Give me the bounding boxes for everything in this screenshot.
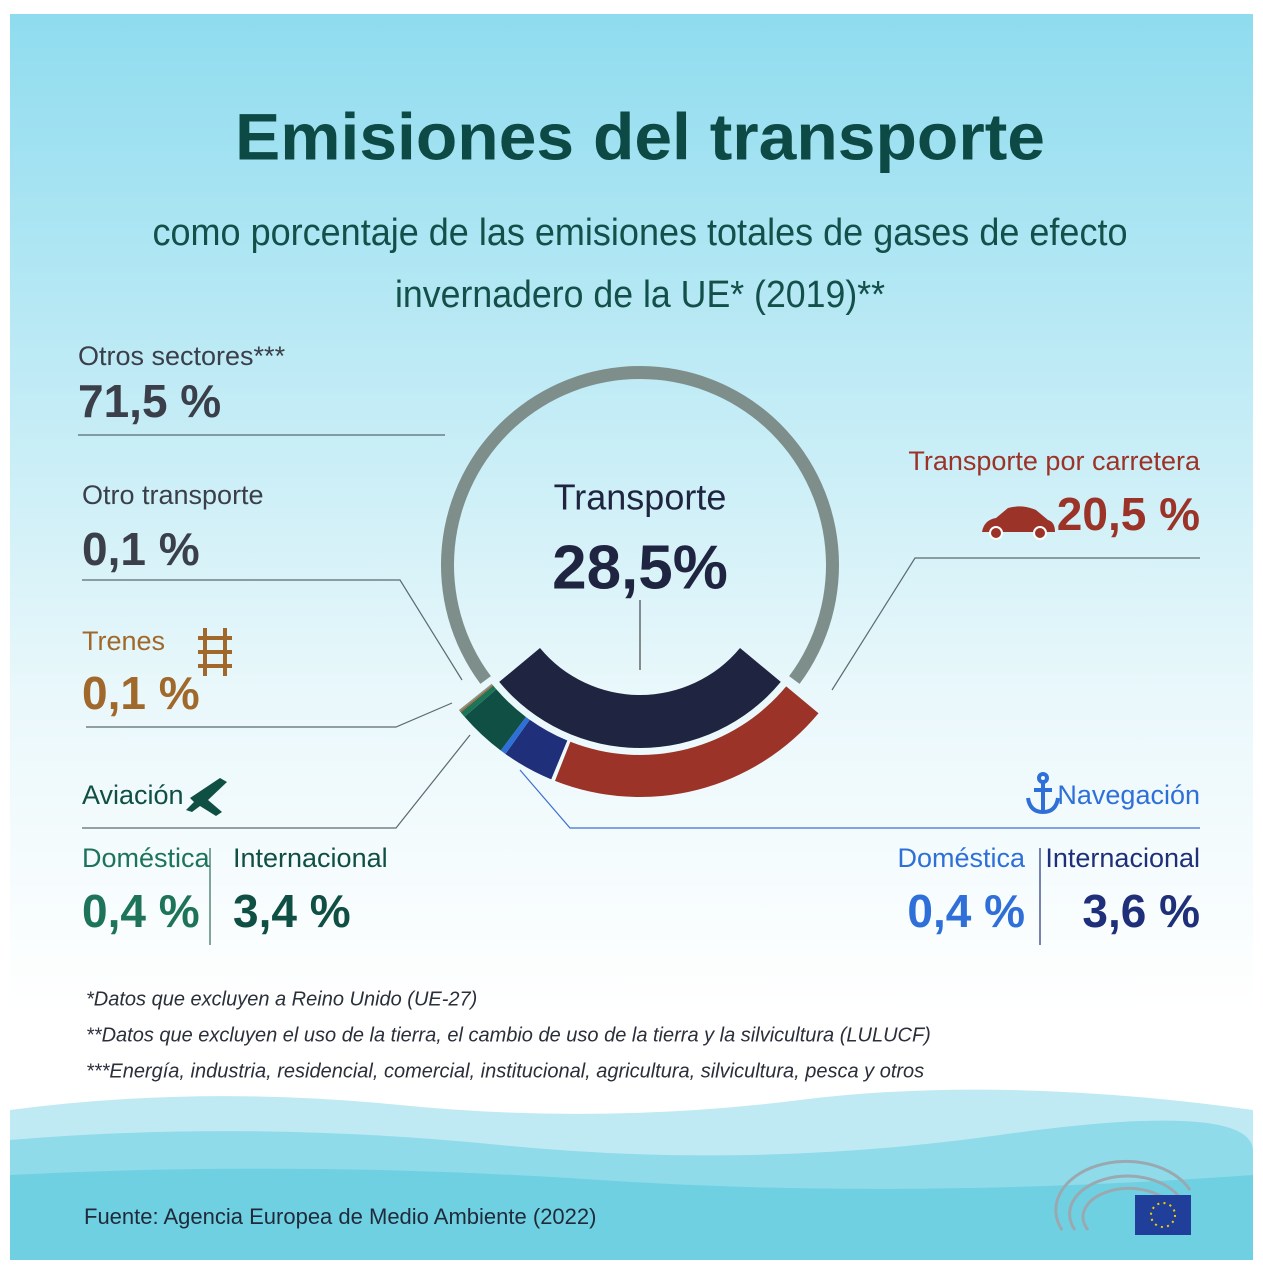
footnote: *Datos que excluyen a Reino Unido (UE-27… xyxy=(86,988,477,1010)
leader-line xyxy=(831,557,1200,691)
slice xyxy=(460,685,497,717)
slice-name: Otros sectores*** xyxy=(78,341,286,371)
leader-line xyxy=(86,702,453,728)
slice-value: 0,4 % xyxy=(82,885,200,937)
leader-line xyxy=(82,734,471,829)
slice xyxy=(505,719,568,780)
slice-value: 0,4 % xyxy=(907,885,1025,937)
slice xyxy=(458,683,493,712)
group-label: Aviación xyxy=(82,780,184,810)
total-arc xyxy=(499,648,781,749)
anchor-icon xyxy=(1026,772,1060,815)
slice xyxy=(464,689,526,751)
footnote: **Datos que excluyen el uso de la tierra… xyxy=(86,1024,931,1046)
car-icon xyxy=(982,506,1055,540)
slice xyxy=(459,684,494,713)
slice-name: Trenes xyxy=(82,626,165,656)
center-value: 28,5% xyxy=(552,533,728,602)
slice-name: Doméstica xyxy=(82,843,211,873)
slice-name: Internacional xyxy=(233,843,388,873)
slice-name: Otro transporte xyxy=(82,480,264,510)
wave xyxy=(10,1168,1253,1260)
slice-value: 0,1 % xyxy=(82,667,200,719)
leader-line xyxy=(82,579,463,681)
group-label: Navegación xyxy=(1057,780,1200,810)
slice-value: 71,5 % xyxy=(78,375,221,427)
slice-name: Doméstica xyxy=(897,843,1026,873)
title: Emisiones del transporte xyxy=(235,99,1045,173)
leader-line xyxy=(519,769,1200,829)
subtitle: como porcentaje de las emisiones totales… xyxy=(153,212,1128,254)
center-label: Transporte xyxy=(554,477,727,518)
plane-icon xyxy=(186,778,227,816)
train-icon xyxy=(198,628,232,676)
footnote: ***Energía, industria, residencial, come… xyxy=(86,1060,924,1082)
slice-name: Internacional xyxy=(1045,843,1200,873)
slice-name: Transporte por carretera xyxy=(908,446,1201,476)
slice-value: 3,4 % xyxy=(233,885,351,937)
slice xyxy=(500,716,530,754)
slice-value: 3,6 % xyxy=(1082,885,1200,937)
slice xyxy=(554,686,819,797)
slice-value: 0,1 % xyxy=(82,523,200,575)
source: Fuente: Agencia Europea de Medio Ambient… xyxy=(84,1204,596,1229)
logo xyxy=(1054,1159,1192,1235)
subtitle: invernadero de la UE* (2019)** xyxy=(395,274,885,316)
slice-value: 20,5 % xyxy=(1057,488,1200,540)
